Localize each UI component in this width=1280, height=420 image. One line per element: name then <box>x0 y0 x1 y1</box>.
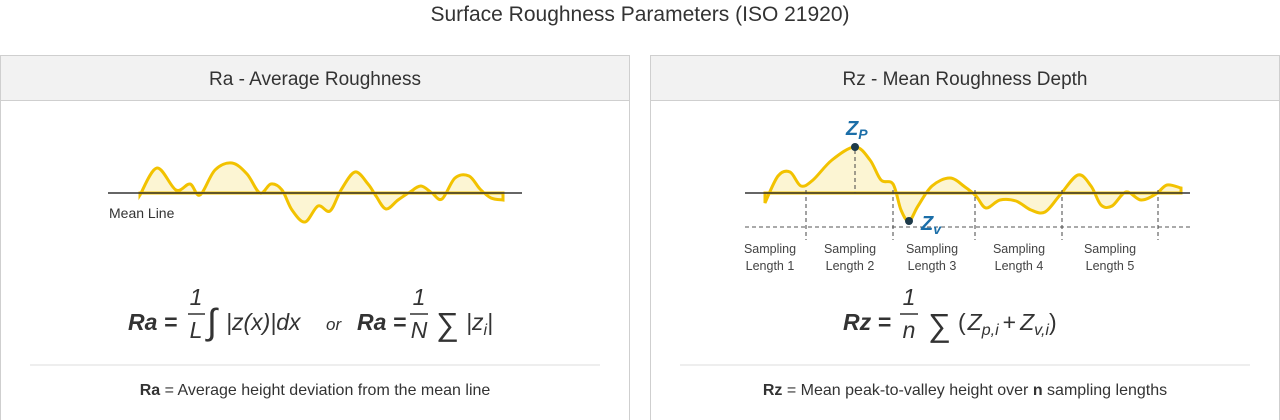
formula-term: Z <box>967 309 983 335</box>
valley-dot <box>905 217 913 225</box>
valley-label-sub: v <box>933 221 942 237</box>
formula-denominator: L <box>190 317 203 343</box>
panel-rz: Rz - Mean Roughness Depth ZP Zv Sampling… <box>650 55 1280 420</box>
formula-subscript: v,i <box>1034 322 1049 339</box>
caption-text: = Mean peak-to-valley height over <box>787 382 1029 399</box>
caption-term: n <box>1033 382 1043 399</box>
formula-body: |zi| <box>466 309 493 339</box>
peak-dot <box>851 143 859 151</box>
caption-term: Ra <box>140 382 161 399</box>
caption: Ra = Average height deviation from the m… <box>140 382 491 399</box>
sampling-length-label: Sampling <box>993 242 1045 256</box>
panel-header: Rz - Mean Roughness Depth <box>842 69 1087 90</box>
panel-ra: Ra - Average Roughness Mean Line Ra = 1 … <box>0 55 630 420</box>
formula-term: Z <box>1019 309 1035 335</box>
formula-numerator: 1 <box>903 284 916 310</box>
sampling-length-label: Sampling <box>1084 242 1136 256</box>
peak-label-main: Z <box>845 118 859 140</box>
sampling-length-label: Length 3 <box>908 259 957 273</box>
sampling-length-label: Sampling <box>906 242 958 256</box>
panel-header-bg <box>650 55 1280 101</box>
panel-frame <box>0 55 630 420</box>
panel-header-bg <box>0 55 630 101</box>
formula-body: | <box>487 309 493 335</box>
formula-subscript: i <box>483 322 487 339</box>
peak-label: ZP <box>845 118 868 142</box>
formula-lhs: Ra = <box>357 309 406 335</box>
sampling-length-label: Sampling <box>744 242 796 256</box>
peak-label-sub: P <box>858 126 868 142</box>
formula-subscript: p,i <box>981 322 999 339</box>
formula-lhs: Rz = <box>843 309 891 335</box>
valley-label-main: Z <box>920 213 934 235</box>
caption: Rz = Mean peak-to-valley height over n s… <box>763 382 1167 399</box>
mean-line-label: Mean Line <box>109 205 175 221</box>
sampling-length-label: Length 2 <box>826 259 875 273</box>
caption-term: Rz <box>763 382 783 399</box>
profile-wave <box>138 161 505 224</box>
profile-wave <box>763 145 1183 223</box>
sampling-length-label: Length 4 <box>995 259 1044 273</box>
formula-body: |z(x)|dx <box>226 309 302 335</box>
panel-frame <box>650 55 1280 420</box>
sampling-dividers <box>805 150 1159 240</box>
sampling-length-label: Sampling <box>824 242 876 256</box>
sampling-labels: Sampling Length 1 Sampling Length 2 Sampling… <box>744 242 1136 273</box>
caption-text: sampling lengths <box>1047 382 1167 399</box>
formula-operator: ∑ <box>436 306 459 342</box>
formula-operator: ∫ <box>205 301 219 342</box>
formula-denominator: n <box>903 317 916 343</box>
formula-denominator: N <box>411 317 428 343</box>
caption-text: = Average height deviation from the mean… <box>165 382 491 399</box>
formula-numerator: 1 <box>190 284 203 310</box>
valley-label: Zv <box>920 213 942 237</box>
formula-term: + <box>1003 309 1016 335</box>
page-title: Surface Roughness Parameters (ISO 21920) <box>430 3 849 26</box>
formula-body: |z <box>466 309 484 335</box>
formula-terms: (Zp,i + Zv,i) <box>958 309 1057 339</box>
sampling-length-label: Length 1 <box>746 259 795 273</box>
formula-term: ) <box>1049 309 1057 335</box>
formula-connector: or <box>326 315 342 334</box>
formula-numerator: 1 <box>413 284 426 310</box>
sampling-length-label: Length 5 <box>1086 259 1135 273</box>
formula-operator: ∑ <box>928 307 951 343</box>
formula-lhs: Ra = <box>128 309 177 335</box>
formula-term: ( <box>958 309 966 335</box>
panel-header: Ra - Average Roughness <box>209 69 421 90</box>
